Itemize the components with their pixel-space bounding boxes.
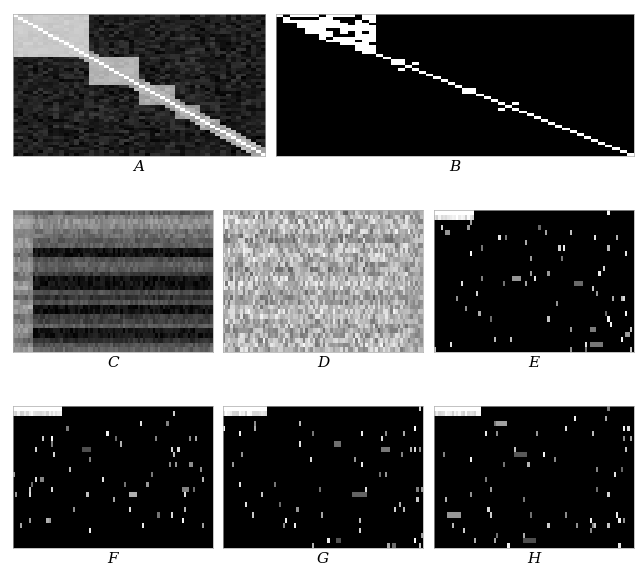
X-axis label: C: C bbox=[107, 356, 118, 371]
X-axis label: G: G bbox=[317, 552, 329, 566]
X-axis label: E: E bbox=[528, 356, 540, 371]
X-axis label: H: H bbox=[527, 552, 540, 566]
X-axis label: A: A bbox=[134, 160, 145, 174]
X-axis label: B: B bbox=[449, 160, 460, 174]
X-axis label: F: F bbox=[108, 552, 118, 566]
X-axis label: D: D bbox=[317, 356, 330, 371]
